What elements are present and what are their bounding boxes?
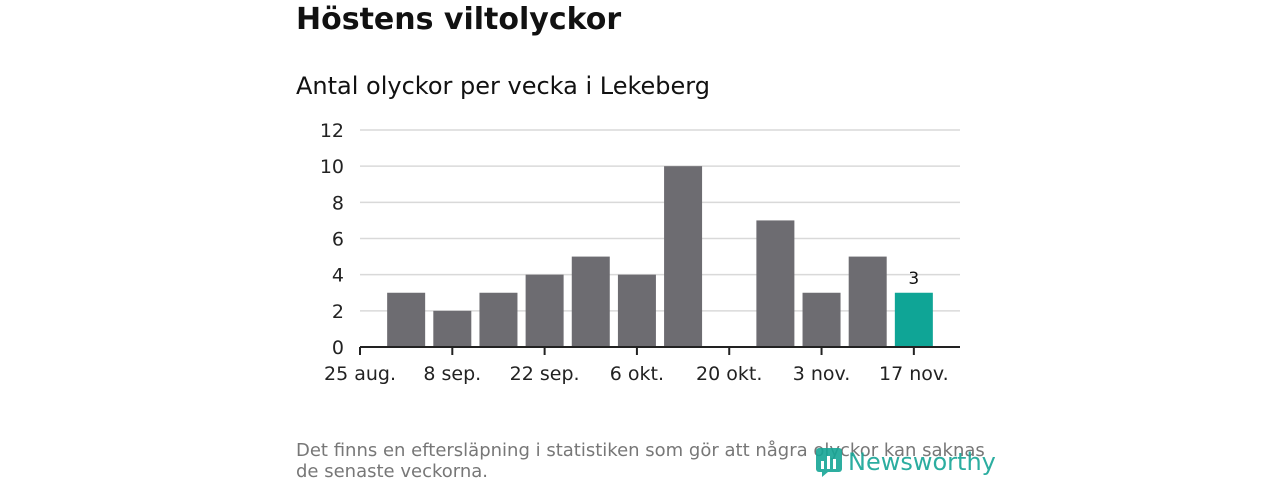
x-tick-label: 25 aug.	[324, 363, 396, 385]
newsworthy-logo-text: Newsworthy	[848, 448, 996, 476]
x-tick-label: 8 sep.	[423, 363, 481, 385]
bar	[664, 166, 703, 347]
newsworthy-logo-icon	[816, 448, 842, 477]
bar	[848, 256, 887, 347]
y-tick-label: 4	[332, 265, 344, 287]
bar	[433, 310, 472, 347]
bar-highlight	[894, 292, 933, 347]
footnote: Det finns en eftersläpning i statistiken…	[296, 440, 985, 482]
y-tick-label: 10	[320, 156, 344, 178]
y-tick-label: 12	[320, 120, 344, 142]
y-tick-label: 6	[332, 229, 344, 251]
y-tick-label: 8	[332, 192, 344, 214]
bar	[525, 274, 564, 347]
bar	[479, 292, 518, 347]
x-tick-label: 22 sep.	[510, 363, 580, 385]
x-tick-label: 6 okt.	[610, 363, 664, 385]
bar	[802, 292, 841, 347]
bar	[756, 220, 795, 347]
y-tick-label: 2	[332, 301, 344, 323]
chart-subtitle: Antal olyckor per vecka i Lekeberg	[296, 72, 710, 100]
x-tick-label: 17 nov.	[879, 363, 949, 385]
chart-title: Höstens viltolyckor	[296, 2, 622, 37]
x-tick-label: 3 nov.	[793, 363, 851, 385]
y-tick-label: 0	[332, 337, 344, 359]
data-label: 3	[908, 269, 919, 289]
bar	[617, 274, 656, 347]
newsworthy-logo: Newsworthy	[814, 446, 996, 478]
bar	[571, 256, 610, 347]
bar-chart: 0 2 4 6 8 10 12 3 25 aug. 8 sep. 22 sep. 6 okt. 20 o…	[320, 120, 960, 385]
x-tick-label: 20 okt.	[696, 363, 762, 385]
bar	[387, 292, 426, 347]
